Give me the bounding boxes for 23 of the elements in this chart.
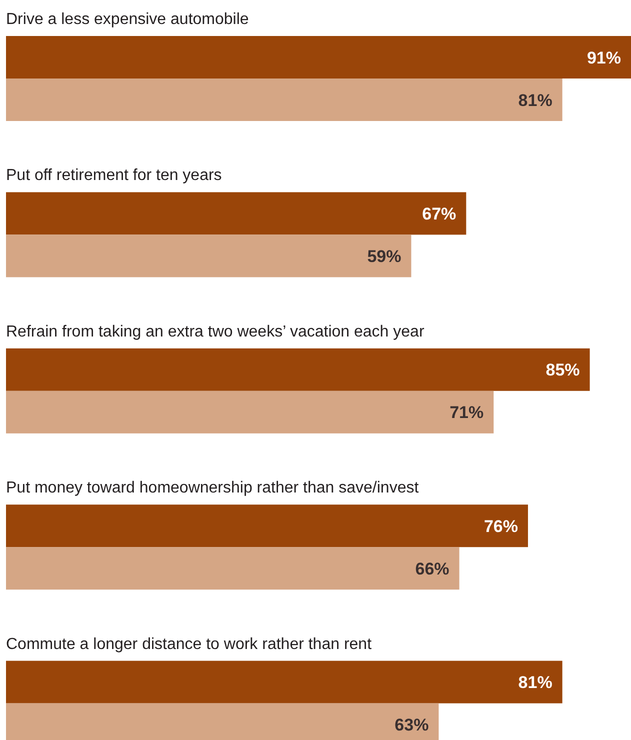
bar — [6, 192, 466, 235]
data-label: 66% — [415, 559, 450, 578]
bar — [6, 547, 460, 590]
bar — [6, 390, 494, 434]
y-tick-label: Commute a longer distance to work rather than rent — [6, 636, 372, 653]
data-label: 59% — [367, 246, 402, 266]
bar — [6, 504, 528, 548]
data-label: 81% — [518, 90, 552, 110]
data-label: 71% — [450, 403, 484, 422]
data-label: 91% — [586, 48, 621, 68]
data-label: 63% — [394, 716, 429, 735]
data-label: 81% — [518, 673, 552, 692]
data-label: 67% — [422, 204, 456, 224]
bar — [6, 36, 631, 78]
bar — [6, 348, 590, 391]
bar — [6, 78, 562, 121]
y-tick-label: Put off retirement for ten years — [6, 167, 222, 184]
data-label: 76% — [484, 516, 518, 536]
data-label: 85% — [546, 360, 580, 380]
bar — [6, 234, 412, 278]
y-tick-label: Drive a less expensive automobile — [6, 11, 249, 28]
y-tick-label: Put money toward homeownership rather than save/invest — [6, 480, 420, 497]
y-tick-label: Refrain from taking an extra two weeks’ vacation each year — [6, 323, 425, 340]
